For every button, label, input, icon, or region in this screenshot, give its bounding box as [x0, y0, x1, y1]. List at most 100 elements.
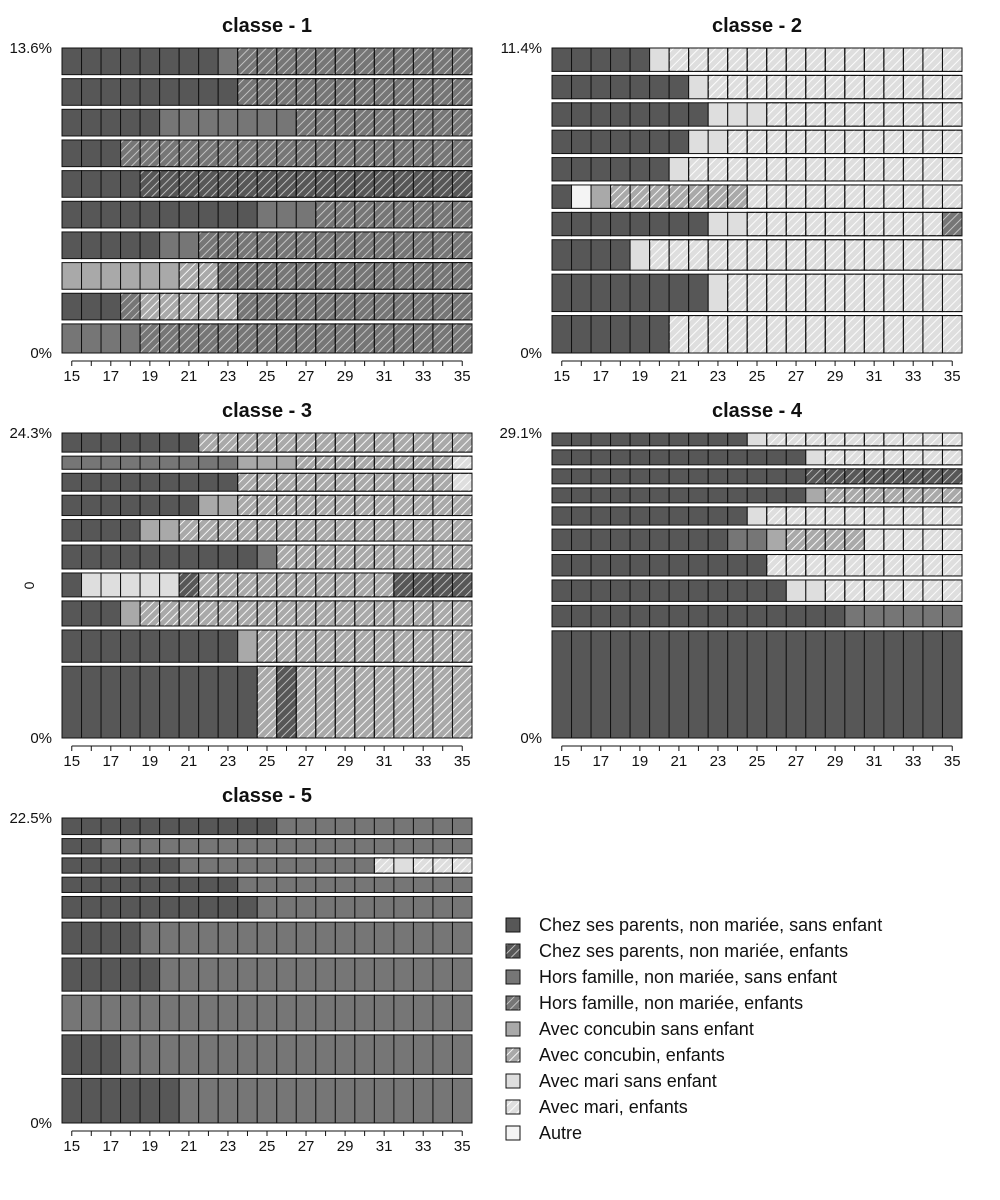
state-cell-HNS: [217, 455, 239, 470]
state-hatch-CE: [354, 494, 375, 517]
state-cell-HNS: [354, 1034, 375, 1075]
state-cell-PNS: [178, 472, 200, 492]
sequence-row: [551, 184, 963, 209]
state-cell-HNS: [451, 957, 473, 992]
x-tick-label: 31: [866, 368, 883, 385]
state-cell-PNS: [688, 211, 709, 237]
state-hatch-ME: [922, 554, 943, 577]
state-cell-PNS: [81, 1077, 102, 1124]
state-hatch-ME: [922, 315, 943, 354]
legend-swatch-hatch: [505, 995, 521, 1011]
state-hatch-CE: [198, 292, 219, 321]
state-hatch-ME: [746, 47, 768, 72]
y-tick-label-max: 24.3%: [9, 425, 52, 442]
state-hatch-HNE: [139, 139, 161, 168]
state-hatch-ME: [863, 273, 885, 313]
state-hatch-CE: [334, 600, 356, 627]
state-hatch-CE: [412, 455, 434, 470]
state-hatch-CE: [139, 292, 161, 321]
state-cell-HNS: [315, 1077, 336, 1124]
state-cell-PNS: [590, 273, 612, 313]
state-hatch-HNE: [198, 231, 219, 260]
state-cell-PNS: [571, 506, 592, 526]
state-cell-HNS: [256, 108, 278, 137]
state-hatch-HNE: [276, 323, 297, 354]
state-hatch-ME: [451, 472, 473, 492]
state-hatch-CE: [373, 665, 395, 739]
state-hatch-CE: [276, 519, 297, 542]
state-hatch-CE: [237, 432, 258, 453]
state-hatch-ME: [863, 211, 885, 237]
state-cell-PNS: [61, 170, 83, 198]
state-cell-PNS: [551, 630, 573, 739]
state-hatch-HNE: [276, 292, 297, 321]
state-hatch-ME: [649, 239, 670, 271]
x-tick-label: 25: [259, 1138, 276, 1155]
state-cell-HNS: [412, 817, 434, 836]
state-cell-PNS: [688, 630, 709, 739]
legend-swatch: [505, 1021, 521, 1037]
legend-swatch: [505, 969, 521, 985]
state-hatch-HNE: [295, 262, 317, 290]
state-hatch-ME: [922, 47, 943, 72]
state-cell-PNS: [100, 957, 122, 992]
state-hatch-CE: [451, 629, 473, 663]
state-cell-PNS: [551, 554, 573, 577]
state-cell-HNS: [432, 817, 453, 836]
state-cell-PNS: [100, 665, 122, 739]
state-hatch-CE: [276, 572, 297, 598]
state-hatch-ME: [746, 211, 768, 237]
state-cell-PNS: [610, 432, 631, 447]
state-hatch-PNE: [217, 170, 239, 198]
state-cell-PNS: [159, 472, 180, 492]
state-hatch-ME: [883, 129, 904, 155]
state-hatch-CE: [217, 519, 239, 542]
state-hatch-ME: [688, 239, 709, 271]
state-cell-PNS: [590, 528, 612, 552]
sequence-row: [61, 1034, 473, 1075]
state-hatch-CE: [178, 519, 200, 542]
state-cell-PNS: [61, 1034, 83, 1075]
state-cell-PNS: [120, 78, 141, 106]
state-hatch-HNE: [432, 262, 453, 290]
state-cell-PNS: [707, 604, 729, 628]
state-cell-MS: [649, 47, 670, 72]
state-hatch-ME: [785, 211, 807, 237]
state-cell-PNS: [668, 487, 690, 504]
state-cell-PNS: [139, 876, 161, 893]
panel-classe-4: classe - 4 0% 29.1% 15 17 19 21 23 25 27 29 31 33 35: [499, 400, 963, 770]
state-cell-MS: [707, 129, 729, 155]
state-cell-HNS: [393, 1034, 414, 1075]
state-cell-HNS: [432, 994, 453, 1032]
state-hatch-ME: [824, 129, 846, 155]
state-hatch-ME: [668, 47, 690, 72]
sequence-row: [551, 449, 963, 466]
x-tick-label: 21: [181, 753, 198, 770]
x-tick-label: 17: [102, 1138, 119, 1155]
state-cell-PNS: [649, 468, 670, 485]
state-cell-MS: [120, 572, 141, 598]
state-cell-HNS: [334, 957, 356, 992]
state-cell-CS: [217, 494, 239, 517]
state-cell-HNS: [100, 455, 122, 470]
state-cell-HNS: [237, 876, 258, 893]
state-cell-HNS: [237, 1034, 258, 1075]
state-hatch-CE: [824, 487, 846, 504]
state-hatch-HNE: [393, 292, 414, 321]
state-cell-HNS: [393, 1077, 414, 1124]
state-hatch-HNE: [373, 78, 395, 106]
state-hatch-PNE: [941, 468, 963, 485]
state-cell-CS: [100, 262, 122, 290]
sequence-row: [61, 200, 473, 229]
state-hatch-ME: [785, 102, 807, 127]
sequence-row: [61, 600, 473, 627]
state-cell-PNS: [120, 108, 141, 137]
x-tick-label: 21: [671, 368, 688, 385]
state-cell-PNS: [198, 78, 219, 106]
state-cell-HNS: [373, 876, 395, 893]
state-cell-PNS: [551, 239, 573, 271]
sequence-row: [61, 629, 473, 663]
state-cell-PNS: [571, 554, 592, 577]
state-cell-PNS: [217, 472, 239, 492]
state-cell-PNS: [551, 184, 573, 209]
